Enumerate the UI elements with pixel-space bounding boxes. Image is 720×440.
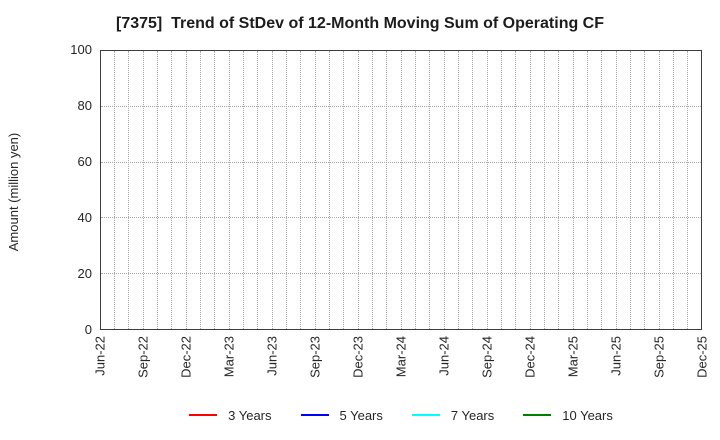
legend-line-icon-7-years xyxy=(411,414,440,416)
legend-item-5-years: 5 Years xyxy=(300,407,383,423)
y-tick-label: 0 xyxy=(84,322,92,337)
legend-item-10-years: 10 Years xyxy=(523,407,613,423)
gridline-month xyxy=(558,51,560,329)
gridline-month xyxy=(142,51,144,329)
gridline-month xyxy=(128,51,130,329)
legend-line-icon-10-years xyxy=(523,414,552,416)
gridline-month xyxy=(228,51,230,329)
gridline-month xyxy=(500,51,502,329)
plot-area xyxy=(100,50,702,330)
gridline-month xyxy=(515,51,517,329)
gridline-month xyxy=(615,51,617,329)
gridline-month xyxy=(414,51,416,329)
gridline-month xyxy=(300,51,302,329)
gridline-month xyxy=(586,51,588,329)
legend-line-icon-5-years xyxy=(300,414,329,416)
gridline-month xyxy=(113,51,115,329)
x-tick-label: Jun-24 xyxy=(436,336,452,376)
x-tick-label: Dec-25 xyxy=(694,336,710,378)
gridline-month xyxy=(601,51,603,329)
x-tick-label: Jun-22 xyxy=(92,336,108,376)
legend-line-icon-3-years xyxy=(189,414,218,416)
gridline-month xyxy=(271,51,273,329)
gridline-month xyxy=(687,51,689,329)
y-tick-label: 40 xyxy=(77,210,92,225)
gridline-month xyxy=(472,51,474,329)
gridline-month xyxy=(314,51,316,329)
y-tick-label: 60 xyxy=(77,154,92,169)
gridline-month xyxy=(199,51,201,329)
x-tick-label: Sep-25 xyxy=(651,336,667,378)
gridline-month xyxy=(171,51,173,329)
gridline-month xyxy=(343,51,345,329)
gridline-month xyxy=(185,51,187,329)
x-tick-label: Dec-24 xyxy=(522,336,538,378)
x-tick-label: Sep-23 xyxy=(307,336,323,378)
x-tick-label: Mar-25 xyxy=(565,336,581,378)
gridline-month xyxy=(285,51,287,329)
x-tick-label: Dec-23 xyxy=(350,336,366,378)
legend: 3 Years 5 Years 7 Years 10 Years xyxy=(100,407,702,423)
legend-label-3-years: 3 Years xyxy=(228,407,272,423)
legend-item-3-years: 3 Years xyxy=(189,407,272,423)
x-tick-label: Jun-25 xyxy=(608,336,624,376)
gridline-month xyxy=(572,51,574,329)
gridline-month xyxy=(357,51,359,329)
x-tick-label: Jun-23 xyxy=(264,336,280,376)
gridline-month xyxy=(214,51,216,329)
y-tick-label: 100 xyxy=(70,42,92,57)
legend-label-10-years: 10 Years xyxy=(562,407,613,423)
gridline-month xyxy=(457,51,459,329)
gridline-month xyxy=(486,51,488,329)
legend-item-7-years: 7 Years xyxy=(411,407,495,423)
gridline-month xyxy=(644,51,646,329)
y-tick-label: 20 xyxy=(77,266,92,281)
gridline-month xyxy=(429,51,431,329)
gridline-month xyxy=(529,51,531,329)
legend-label-5-years: 5 Years xyxy=(339,407,383,423)
x-tick-label: Mar-23 xyxy=(221,336,237,378)
gridline-month xyxy=(242,51,244,329)
x-tick-label: Sep-24 xyxy=(479,336,495,378)
gridline-month xyxy=(629,51,631,329)
y-tick-label: 80 xyxy=(77,98,92,113)
x-tick-label: Sep-22 xyxy=(135,336,151,378)
gridline-month xyxy=(156,51,158,329)
gridline-month xyxy=(400,51,402,329)
legend-label-7-years: 7 Years xyxy=(450,407,495,423)
gridline-month xyxy=(443,51,445,329)
gridline-month xyxy=(328,51,330,329)
x-tick-label: Dec-22 xyxy=(178,336,194,378)
chart-title: [7375] Trend of StDev of 12-Month Moving… xyxy=(115,15,605,32)
gridline-month xyxy=(543,51,545,329)
gridline-month xyxy=(257,51,259,329)
x-tick-label: Mar-24 xyxy=(393,336,409,378)
gridline-month xyxy=(672,51,674,329)
y-axis-label: Amount (million yen) xyxy=(6,132,21,252)
gridline-month xyxy=(371,51,373,329)
gridline-month xyxy=(658,51,660,329)
gridline-month xyxy=(386,51,388,329)
